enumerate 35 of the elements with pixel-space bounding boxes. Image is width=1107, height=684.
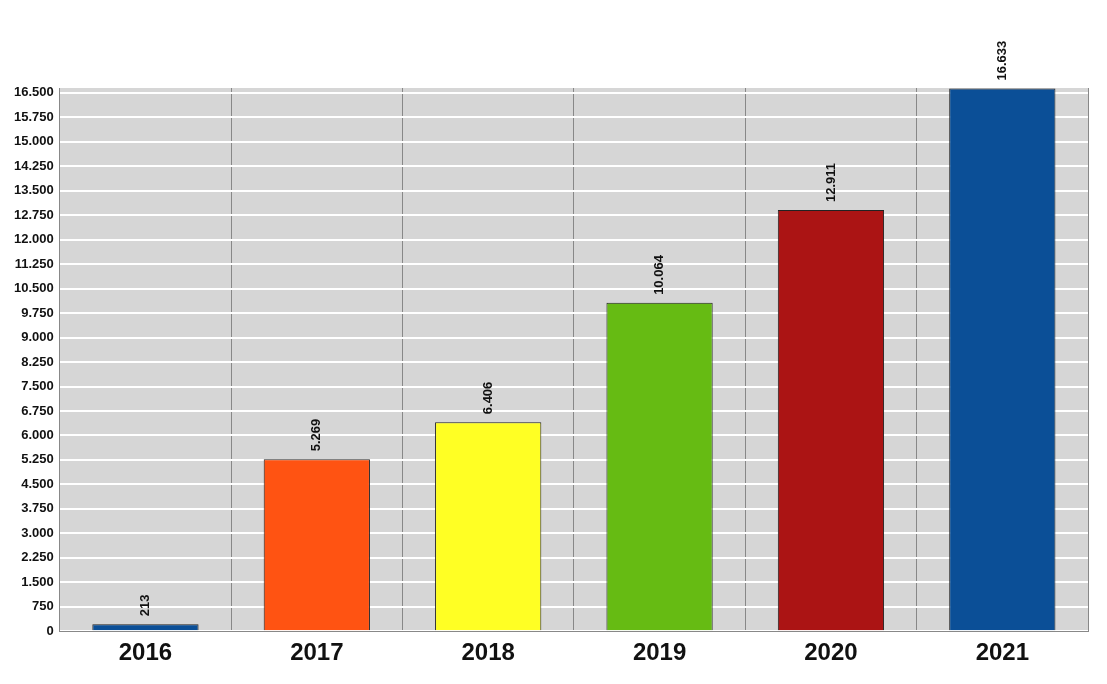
y-tick-label: 0: [46, 622, 54, 638]
y-tick-label: 16.500: [14, 84, 54, 100]
y-tick-label: 6.750: [21, 402, 54, 418]
y-tick-label: 12.000: [14, 231, 54, 247]
y-tick-label: 10.500: [14, 280, 54, 296]
y-tick-label: 6.000: [21, 427, 54, 443]
x-tick-label: 2019: [632, 638, 687, 666]
y-tick-label: 7.500: [21, 378, 54, 394]
y-tick-label: 12.750: [14, 206, 54, 222]
y-tick-label: 8.250: [21, 353, 54, 369]
data-label: 10.064: [651, 254, 667, 295]
y-tick-label: 15.000: [14, 133, 54, 149]
y-tick-label: 15.750: [14, 108, 54, 124]
x-tick-label: 2020: [804, 638, 858, 666]
data-label: 6.406: [479, 381, 495, 415]
y-tick-label: 9.750: [21, 304, 54, 320]
y-tick-label: 3.000: [21, 524, 54, 540]
data-label: 213: [137, 594, 153, 617]
data-label: 5.269: [308, 418, 324, 452]
y-tick-label: 14.250: [14, 157, 54, 173]
x-tick-label: 2016: [118, 638, 173, 666]
y-tick-label: 750: [32, 598, 54, 614]
y-tick-label: 9.000: [21, 329, 54, 345]
y-tick-label: 3.750: [21, 500, 54, 516]
y-tick-label: 2.250: [21, 549, 54, 565]
y-tick-label: 13.500: [14, 182, 54, 198]
x-tick-label: 2018: [461, 638, 515, 666]
y-tick-label: 5.250: [21, 451, 54, 467]
y-tick-label: 4.500: [21, 475, 54, 491]
data-label: 12.911: [822, 162, 838, 202]
y-tick-label: 1.500: [21, 573, 54, 589]
y-tick-label: 11.250: [14, 255, 54, 271]
x-tick-label: 2021: [975, 638, 1030, 666]
data-label: 16.633: [993, 40, 1009, 81]
x-tick-label: 2017: [290, 638, 344, 666]
